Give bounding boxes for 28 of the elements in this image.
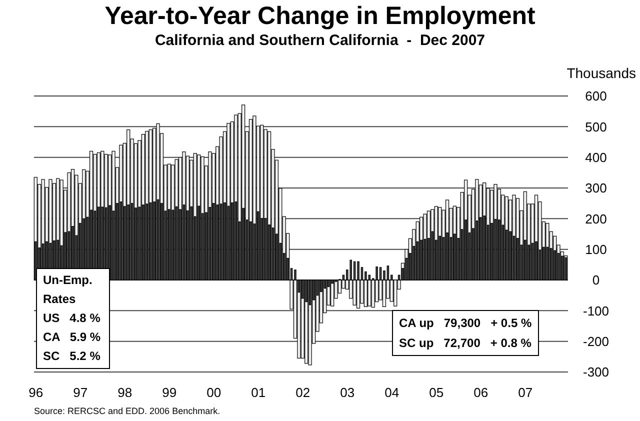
y-tick-label: 400 [585,150,607,165]
x-tick-label: 05 [429,385,444,400]
x-tick-label: 00 [206,385,222,400]
x-tick-label: 03 [340,385,355,400]
y-tick-label: -200 [582,334,610,349]
x-tick-label: 98 [118,385,132,400]
x-tick-label: 04 [384,385,400,400]
y-axis-title: Thousands [566,65,636,81]
y-tick-label: 100 [585,242,607,257]
y-tick-label: -300 [582,364,610,380]
y-tick-label: 300 [585,180,607,196]
y-tick-label: -100 [582,303,610,318]
x-tick-label: 06 [474,385,488,400]
y-tick-label: 500 [585,119,607,134]
x-tick-label: 01 [251,385,266,400]
y-tick-label: 0 [592,272,600,288]
x-tick-label: 02 [296,385,310,400]
y-tick-label: 200 [585,211,607,226]
x-tick-label: 99 [162,385,177,400]
y-tick-label: 600 [585,88,607,104]
chart-title: Year-to-Year Change in Employment [104,2,536,31]
chart-subtitle: California and Southern California - Dec 2007 [154,32,486,49]
source-note: Source: RERCSC and EDD. 2006 Benchmark. [34,406,220,416]
x-tick-label: 96 [28,385,44,400]
x-tick-label: 97 [73,385,88,400]
x-tick-label: 07 [518,385,533,400]
annotation: Un-Emp. Rates US 4.8 % CA 5.9 % SC 5.2 % [36,268,110,369]
annotation: CA up 79,300 + 0.5 % SC up 72,700 + 0.8 % [392,310,539,356]
